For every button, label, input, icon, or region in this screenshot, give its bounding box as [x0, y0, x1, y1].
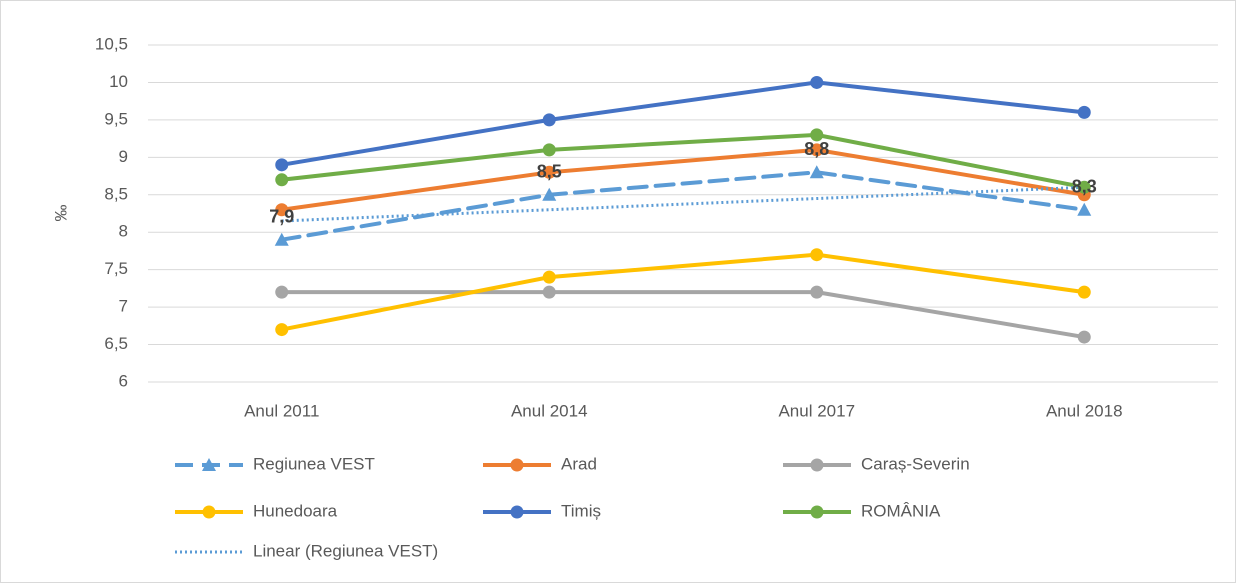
point — [542, 270, 556, 284]
data-label: 8,5 — [537, 162, 562, 182]
point — [542, 113, 556, 127]
point — [542, 187, 557, 201]
point — [542, 285, 556, 299]
y-tick-label: 9 — [119, 147, 128, 166]
x-tick-label: Anul 2011 — [244, 401, 319, 420]
point — [542, 143, 556, 157]
legend-label: Timiș — [561, 501, 601, 520]
y-tick-label: 8 — [119, 222, 128, 241]
point — [809, 165, 824, 179]
point — [810, 75, 824, 89]
point — [1077, 285, 1091, 299]
point — [275, 173, 289, 187]
legend-marker — [202, 505, 216, 519]
y-tick-label: 6 — [119, 371, 128, 390]
series-line — [279, 147, 1087, 212]
point — [274, 232, 289, 246]
point — [275, 158, 289, 172]
point — [810, 285, 824, 299]
point — [1077, 105, 1091, 119]
legend-label: Regiunea VEST — [253, 454, 375, 473]
data-label: 7,9 — [269, 206, 294, 226]
y-tick-label: 10 — [109, 72, 128, 91]
legend-label: ROMÂNIA — [861, 501, 941, 520]
y-tick-label: 7 — [119, 297, 128, 316]
series-line — [279, 252, 1087, 332]
legend-marker — [510, 458, 524, 472]
legend-label: Arad — [561, 454, 597, 473]
legend-marker — [202, 458, 216, 471]
x-tick-label: Anul 2018 — [1046, 401, 1123, 420]
point — [1077, 180, 1091, 194]
series-line — [279, 290, 1087, 340]
y-axis-label: ‰ — [51, 205, 70, 222]
point — [1077, 202, 1092, 216]
series-line — [279, 132, 1087, 190]
data-label: 8,8 — [804, 139, 829, 159]
point — [542, 165, 556, 179]
legend-marker — [510, 505, 524, 519]
point — [1077, 330, 1091, 344]
y-tick-label: 6,5 — [104, 334, 128, 353]
point — [810, 248, 824, 262]
series-line — [281, 185, 1085, 223]
series-line — [279, 80, 1087, 167]
data-label: 8,3 — [1072, 177, 1097, 197]
point — [275, 323, 289, 337]
y-tick-label: 8,5 — [104, 184, 128, 203]
point — [275, 285, 289, 299]
legend-marker — [810, 505, 824, 519]
legend-label: Caraș-Severin — [861, 454, 970, 473]
x-tick-label: Anul 2017 — [778, 401, 855, 420]
point — [810, 128, 824, 142]
x-tick-label: Anul 2014 — [511, 401, 588, 420]
legend-label: Hunedoara — [253, 501, 338, 520]
y-tick-label: 7,5 — [104, 259, 128, 278]
legend-marker — [810, 458, 824, 472]
series-line — [279, 170, 1087, 242]
point — [810, 143, 824, 157]
y-tick-label: 9,5 — [104, 109, 128, 128]
y-tick-label: 10,5 — [95, 34, 128, 53]
point — [275, 203, 289, 217]
legend-label: Linear (Regiunea VEST) — [253, 541, 438, 560]
